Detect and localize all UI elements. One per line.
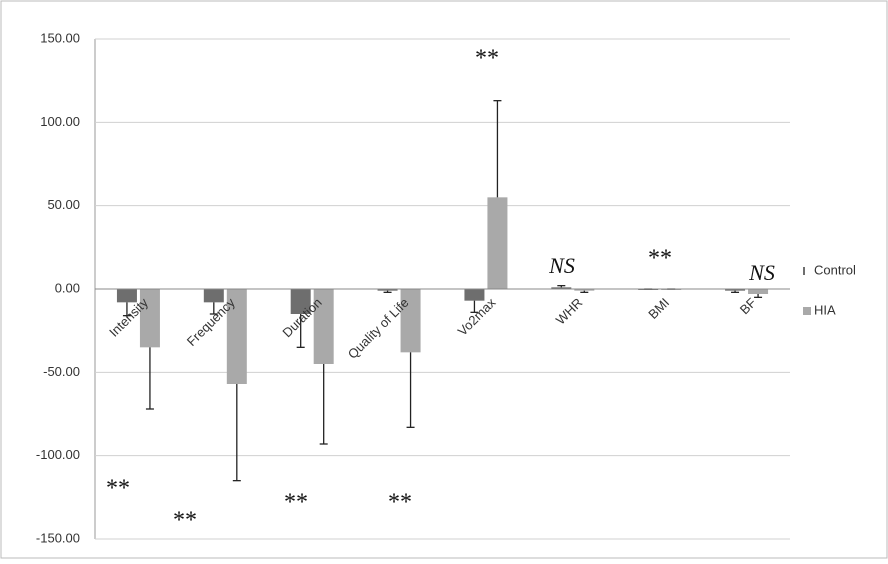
legend-label: HIA <box>814 302 836 317</box>
y-tick-label: 0.00 <box>55 280 80 295</box>
annotation: NS <box>548 253 575 278</box>
legend-swatch <box>803 267 805 275</box>
y-tick-label: 50.00 <box>47 197 80 212</box>
y-tick-label: -50.00 <box>43 364 80 379</box>
bar <box>464 289 484 301</box>
chart: -150.00 -100.00 -50.00 0.00 50.00 100.00 150.0… <box>0 0 888 559</box>
annotation: ** <box>475 46 499 72</box>
y-tick-label: 150.00 <box>40 30 80 45</box>
annotation: ** <box>173 508 197 534</box>
annotation: ** <box>284 490 308 516</box>
annotation: ** <box>106 476 130 502</box>
y-tick-label: -100.00 <box>36 447 80 462</box>
annotation: ** <box>388 490 412 516</box>
bar <box>748 289 768 294</box>
legend-swatch <box>803 307 811 315</box>
annotation: NS <box>748 260 775 285</box>
annotation: ** <box>648 246 672 272</box>
y-tick-label: -150.00 <box>36 530 80 545</box>
y-tick-label: 100.00 <box>40 114 80 129</box>
bar <box>487 197 507 289</box>
legend-label: Control <box>814 262 856 277</box>
